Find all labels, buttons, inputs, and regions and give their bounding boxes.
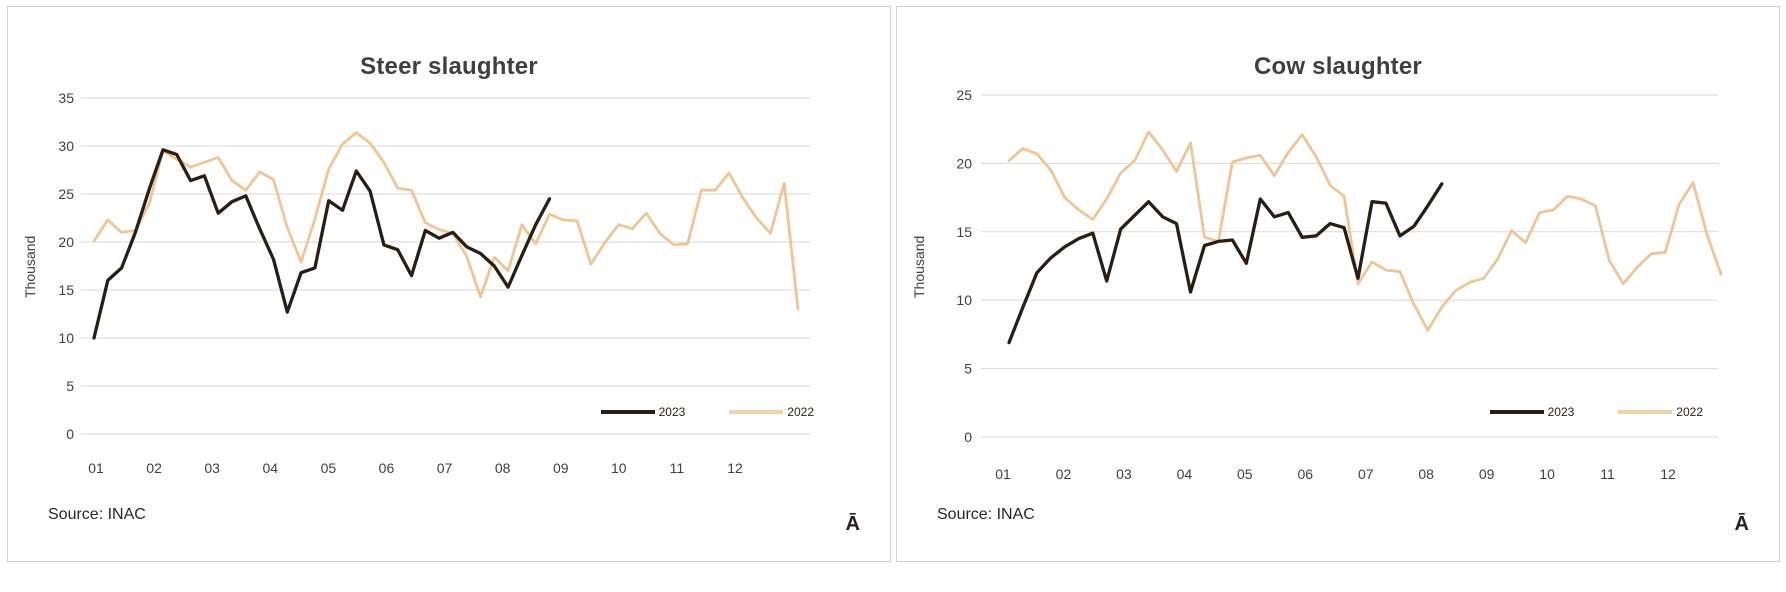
y-tick-label: 10 bbox=[58, 330, 74, 346]
legend-label-2022: 2022 bbox=[787, 405, 814, 419]
chart-panel-steer: 0 5 10 15 20 25 30 35 01 02 03 04 05 06 07 08 09 10 11 12 S… bbox=[7, 6, 891, 562]
x-tick-label: 06 bbox=[379, 460, 395, 476]
x-tick-label: 04 bbox=[1177, 466, 1193, 482]
x-tick-label: 02 bbox=[146, 460, 162, 476]
x-tick-label: 12 bbox=[727, 460, 743, 476]
y-tick-label: 15 bbox=[956, 224, 972, 240]
series-line-2023 bbox=[92, 148, 552, 340]
x-tick-label: 01 bbox=[88, 460, 104, 476]
y-axis-title: Thousand bbox=[911, 235, 927, 299]
x-tick-label: 01 bbox=[995, 466, 1011, 482]
x-tick-label: 03 bbox=[1116, 466, 1132, 482]
series-line-2022 bbox=[92, 131, 800, 311]
legend-swatch-2023-icon bbox=[600, 410, 655, 414]
chart-legend: 2023 2022 bbox=[600, 405, 814, 419]
x-tick-label: 07 bbox=[437, 460, 453, 476]
y-tick-label: 35 bbox=[58, 90, 74, 106]
x-tick-label: 08 bbox=[1418, 466, 1434, 482]
x-tick-label: 03 bbox=[204, 460, 220, 476]
y-tick-label: 20 bbox=[956, 155, 972, 171]
x-tick-label: 12 bbox=[1660, 466, 1676, 482]
y-axis-title: Thousand bbox=[22, 235, 38, 299]
chart-title: Cow slaughter bbox=[1254, 52, 1422, 80]
chart-legend: 2023 2022 bbox=[1489, 405, 1703, 419]
legend-swatch-2023-icon bbox=[1489, 410, 1544, 414]
y-tick-label: 0 bbox=[964, 429, 972, 445]
legend-item-2023: 2023 bbox=[1489, 405, 1575, 419]
y-tick-label: 10 bbox=[956, 292, 972, 308]
y-tick-label: 5 bbox=[66, 378, 74, 394]
x-tick-label: 04 bbox=[262, 460, 278, 476]
series-line-2023 bbox=[1007, 182, 1444, 345]
x-tick-label: 10 bbox=[611, 460, 627, 476]
legend-label-2022: 2022 bbox=[1676, 405, 1703, 419]
corner-glyph: Ā bbox=[845, 513, 860, 535]
legend-item-2023: 2023 bbox=[600, 405, 686, 419]
corner-glyph: Ā bbox=[1734, 513, 1749, 535]
series-line-2022 bbox=[1007, 130, 1723, 332]
x-tick-label: 09 bbox=[553, 460, 569, 476]
legend-item-2022: 2022 bbox=[729, 405, 814, 419]
source-note: Source: INAC bbox=[48, 506, 146, 523]
legend-label-2023: 2023 bbox=[1547, 405, 1575, 419]
source-note: Source: INAC bbox=[937, 506, 1035, 523]
x-tick-label: 02 bbox=[1056, 466, 1072, 482]
x-tick-label: 05 bbox=[1237, 466, 1253, 482]
y-tick-label: 25 bbox=[58, 186, 74, 202]
x-tick-label: 07 bbox=[1358, 466, 1374, 482]
y-tick-label: 30 bbox=[58, 138, 74, 154]
legend-label-2023: 2023 bbox=[658, 405, 686, 419]
x-tick-label: 11 bbox=[670, 460, 685, 476]
x-tick-label: 11 bbox=[1600, 466, 1615, 482]
x-tick-label: 10 bbox=[1539, 466, 1555, 482]
charts-row: 0 5 10 15 20 25 30 35 01 02 03 04 05 06 07 08 09 10 11 12 S… bbox=[7, 6, 1780, 562]
y-tick-label: 20 bbox=[58, 234, 74, 250]
x-tick-label: 06 bbox=[1297, 466, 1313, 482]
y-tick-label: 25 bbox=[956, 87, 972, 103]
chart-panel-cow: 0 5 10 15 20 25 01 02 03 04 05 06 07 08 09 10 11 12 Cow s… bbox=[896, 6, 1780, 562]
legend-swatch-2022-icon bbox=[1618, 410, 1673, 414]
legend-item-2022: 2022 bbox=[1618, 405, 1703, 419]
legend-swatch-2022-icon bbox=[729, 410, 784, 414]
chart-title: Steer slaughter bbox=[360, 52, 538, 80]
y-tick-label: 0 bbox=[66, 426, 74, 442]
y-tick-label: 15 bbox=[58, 282, 74, 298]
y-tick-label: 5 bbox=[964, 361, 972, 377]
x-tick-label: 08 bbox=[495, 460, 511, 476]
x-tick-label: 09 bbox=[1479, 466, 1495, 482]
x-tick-label: 05 bbox=[321, 460, 337, 476]
